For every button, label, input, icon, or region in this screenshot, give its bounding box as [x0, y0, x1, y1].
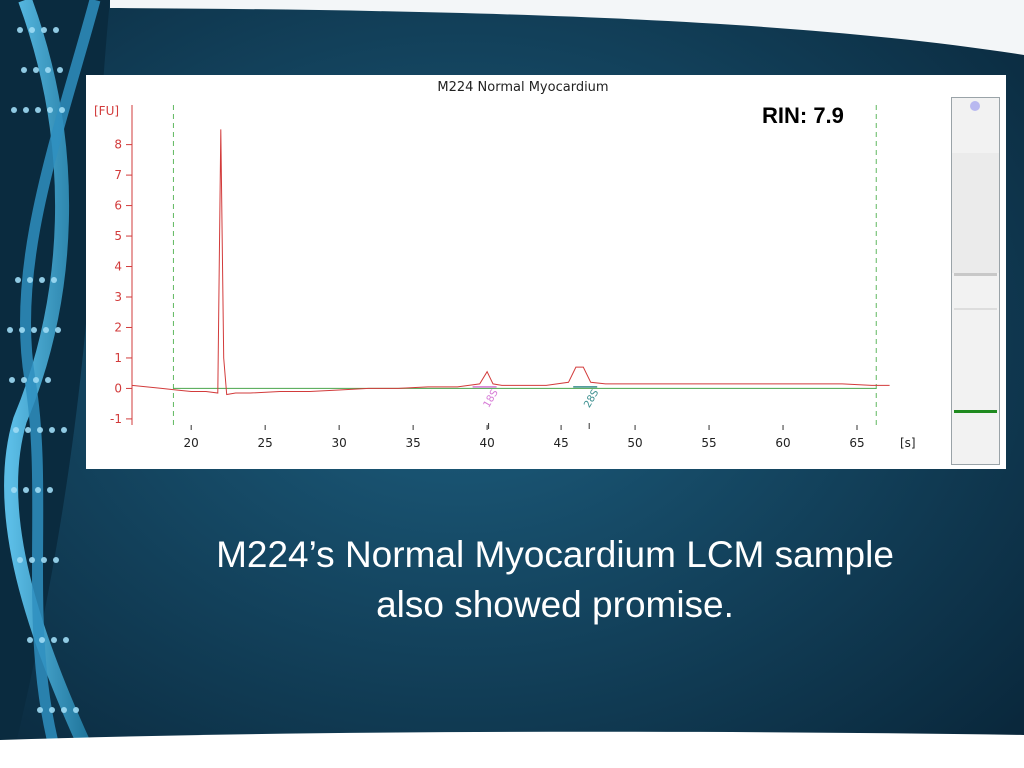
x-tick-label: 45 — [553, 436, 568, 450]
y-tick-label: 1 — [114, 351, 122, 365]
y-tick-label: 2 — [114, 320, 122, 334]
x-axis-label: [s] — [900, 436, 916, 450]
peak-18s-label: 18S — [482, 388, 501, 410]
caption-line-2: also showed promise. — [376, 584, 734, 625]
x-tick-label: 60 — [775, 436, 790, 450]
x-tick-label: 30 — [332, 436, 347, 450]
caption-line-1: M224’s Normal Myocardium LCM sample — [216, 534, 894, 575]
y-tick-label: 0 — [114, 381, 122, 395]
x-tick-label: 20 — [184, 436, 199, 450]
gel-band-28s — [954, 273, 997, 276]
y-tick-label: 3 — [114, 290, 122, 304]
gel-marker-band — [954, 410, 997, 413]
gel-well-dot — [970, 101, 980, 111]
chart-title: M224 Normal Myocardium — [437, 80, 608, 95]
y-tick-label: 6 — [114, 199, 122, 213]
peak-28s-label: 28S — [582, 388, 601, 410]
dna-helix-graphic — [4, 0, 102, 768]
y-tick-label: 4 — [114, 260, 122, 274]
gel-lane — [951, 97, 1000, 465]
electropherogram-trace — [131, 129, 890, 396]
y-tick-label: -1 — [110, 412, 122, 426]
x-tick-label: 40 — [479, 436, 494, 450]
electropherogram-panel: M224 Normal Myocardium [FU] -1 0 1 2 3 4 5 6 7 8 20 2… — [86, 75, 1006, 469]
slide-caption: M224’s Normal Myocardium LCM sample also… — [150, 530, 960, 630]
y-tick-label: 8 — [114, 138, 122, 152]
rin-label: RIN: 7.9 — [762, 103, 844, 128]
x-tick-label: 55 — [701, 436, 716, 450]
y-tick-label: 5 — [114, 229, 122, 243]
x-tick-label: 65 — [849, 436, 864, 450]
gel-band-18s — [954, 308, 997, 310]
y-axis-label: [FU] — [94, 104, 119, 118]
y-tick-label: 7 — [114, 168, 122, 182]
x-tick-label: 25 — [258, 436, 273, 450]
gel-image — [952, 98, 999, 464]
x-tick-label: 35 — [405, 436, 420, 450]
x-tick-label: 50 — [627, 436, 642, 450]
